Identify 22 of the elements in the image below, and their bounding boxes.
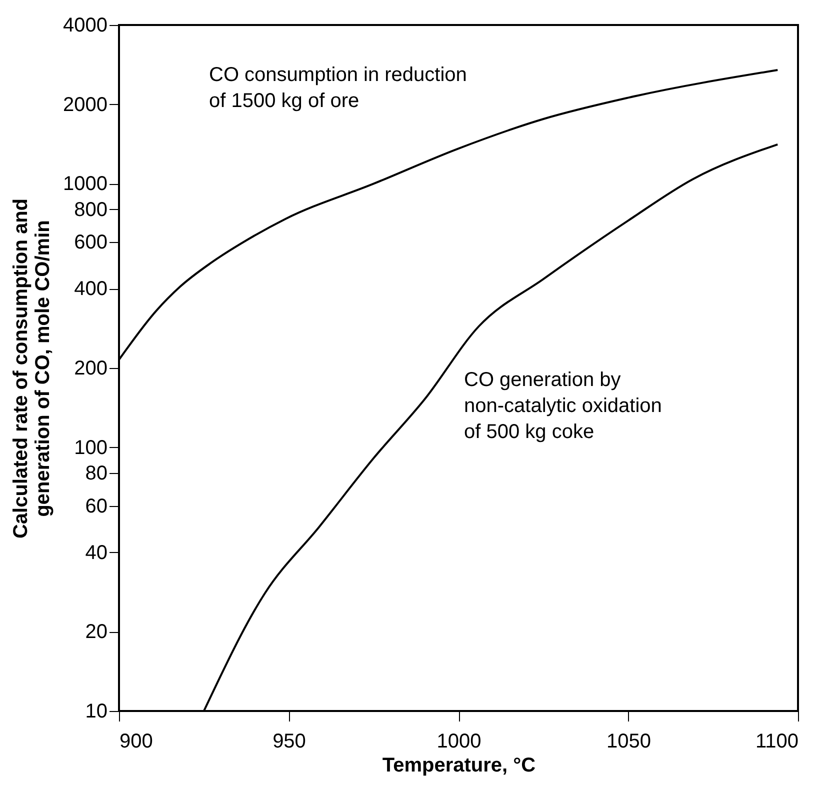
y-tick-label: 20: [85, 621, 108, 644]
y-tick-label: 2000: [63, 94, 108, 116]
y-tick-label: 40: [85, 542, 108, 564]
x-tick-label: 1000: [436, 730, 482, 752]
y-tick-label: 600: [74, 232, 108, 254]
y-tick-label: 400: [74, 278, 108, 300]
series-label: CO generation by non-catalytic oxidation of 500 kg coke: [464, 369, 662, 443]
y-tick-label: 80: [85, 462, 108, 484]
x-tick-label: 1100: [755, 730, 798, 752]
x-tick-label: 900: [120, 730, 153, 752]
y-tick-label: 10: [85, 700, 108, 722]
x-tick-label: 950: [272, 730, 306, 752]
y-tick-label: 60: [85, 495, 108, 518]
y-tick-label: 1000: [63, 173, 108, 196]
y-axis-title: Calculated rate of consumption and generation of CO, mole CO/min: [10, 198, 54, 539]
y-tick-label: 100: [74, 436, 108, 459]
y-tick-label: 200: [74, 358, 108, 380]
x-tick-label: 1050: [606, 730, 651, 752]
series-label: CO consumption in reduction of 1500 kg of ore: [209, 64, 467, 112]
y-tick-label: 4000: [63, 14, 108, 36]
x-axis-title: Temperature, °C: [382, 754, 536, 776]
y-tick-label: 800: [74, 198, 108, 221]
